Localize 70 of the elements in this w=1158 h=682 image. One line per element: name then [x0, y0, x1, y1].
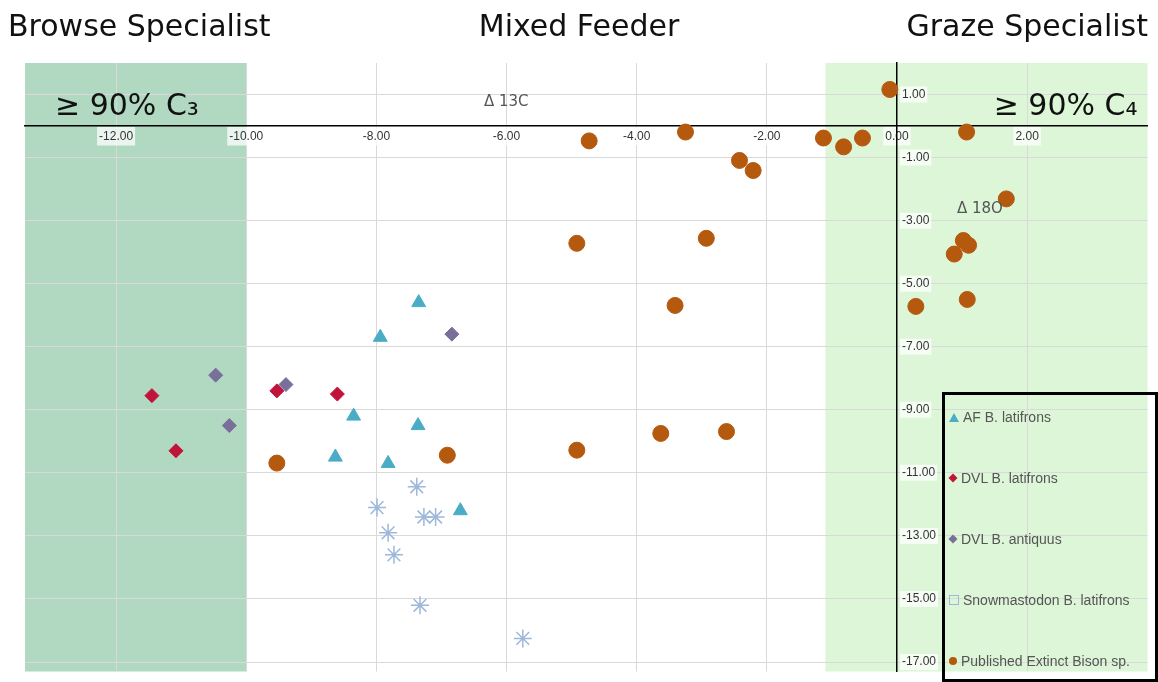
point: [411, 294, 427, 308]
point: [168, 443, 184, 459]
x-tick-label: -4.00: [623, 128, 651, 143]
point: [853, 129, 871, 147]
text: Browse Specialist: [8, 8, 271, 43]
point: [269, 383, 285, 399]
legend-label: AF B. latifrons: [963, 409, 1051, 425]
x-tick-label: -6.00: [492, 128, 521, 143]
point: [666, 296, 684, 314]
point: [346, 407, 362, 421]
point: [744, 162, 762, 180]
point: [208, 367, 224, 383]
legend-label: DVL B. antiquus: [961, 531, 1062, 547]
point: [568, 441, 586, 459]
point: [438, 446, 456, 464]
point: [958, 290, 976, 308]
point: [406, 476, 427, 497]
y-tick-label: -7.00: [901, 339, 930, 354]
y-tick-label: -5.00: [901, 276, 930, 291]
point: [410, 417, 426, 431]
band-label: ≥ 90% C₄: [993, 87, 1138, 122]
point: [425, 507, 446, 527]
y-tick-label: -1.00: [901, 149, 930, 164]
point: [384, 545, 404, 565]
y-tick-label: -3.00: [901, 212, 930, 227]
point: [327, 448, 343, 462]
point: [960, 236, 978, 254]
point: [945, 245, 963, 263]
point: [958, 123, 976, 141]
y-tick-label: 1.00: [901, 86, 926, 101]
point: [676, 123, 694, 141]
point: [835, 138, 853, 156]
y-tick-label: -9.00: [901, 402, 930, 417]
point: [652, 424, 670, 442]
legend-label: Snowmastodon B. latifrons: [963, 592, 1130, 608]
x-tick-label: -2.00: [753, 128, 781, 143]
point: [378, 523, 398, 543]
point: [513, 628, 533, 649]
point: [881, 80, 899, 98]
point: [568, 234, 586, 252]
point: [278, 377, 294, 393]
y-axis-title: Δ 18O: [956, 199, 1003, 217]
band-label: ≥ 90% C₃: [55, 87, 199, 122]
point: [907, 297, 925, 315]
x-axis-title: Δ 13C: [483, 92, 529, 111]
point: [717, 423, 735, 441]
point: [329, 386, 345, 402]
point: [268, 454, 286, 472]
y-tick-label: -13.00: [901, 528, 937, 543]
point: [444, 326, 460, 342]
text: Mixed Feeder: [478, 8, 680, 43]
point: [452, 502, 468, 516]
point: [410, 595, 430, 616]
x-tick-label: -10.00: [229, 128, 264, 143]
x-tick-label: -12.00: [99, 128, 134, 143]
legend-label: DVL B. latifrons: [961, 470, 1058, 486]
point: [221, 418, 237, 434]
y-tick-label: -15.00: [901, 591, 937, 606]
point: [814, 129, 832, 147]
y-tick-label: -17.00: [901, 654, 937, 669]
legend-label: Published Extinct Bison sp.: [961, 653, 1130, 669]
point: [144, 388, 160, 404]
x-tick-label: -8.00: [362, 128, 391, 143]
point: [580, 132, 598, 150]
text: Graze Specialist: [906, 8, 1148, 43]
point: [697, 229, 715, 247]
y-tick-label: -11.00: [901, 465, 936, 480]
point: [731, 151, 748, 169]
point: [367, 497, 387, 518]
x-tick-label: 2.00: [1015, 128, 1040, 143]
